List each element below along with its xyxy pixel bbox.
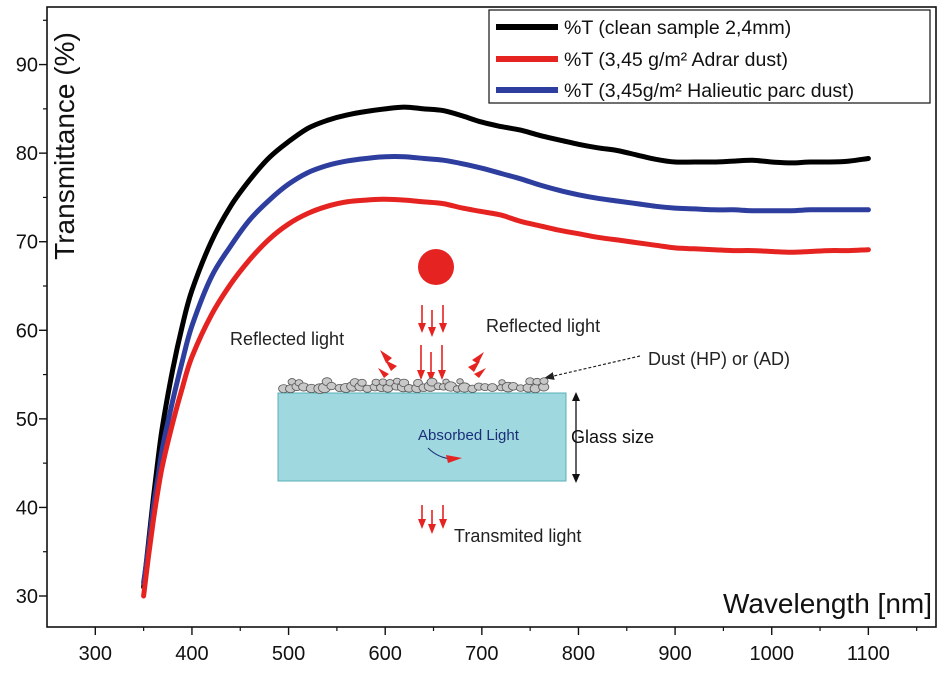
glass-slab <box>277 392 567 482</box>
x-tick-label: 1000 <box>749 643 794 665</box>
dust-pointer-arrow <box>544 355 641 380</box>
legend-label-adrar: %T (3,45 g/m² Adrar dust) <box>564 49 788 71</box>
glass-size-arrowhead-top <box>572 392 580 401</box>
dust-label: Dust (HP) or (AD) <box>648 349 790 369</box>
dust-particle <box>357 378 367 387</box>
legend-box <box>488 9 931 104</box>
x-tick-label: 500 <box>272 643 305 665</box>
axis-ticks: 300 400 500 600 700 800 900 1000 1100 30 40 50 60 70 8… <box>16 19 918 665</box>
x-tick-label: 800 <box>562 643 595 665</box>
inset-diagram: Reflected light Reflected light Dust (HP… <box>230 249 790 546</box>
dust-particle <box>426 377 438 387</box>
y-axis-label: Transmittance (%) <box>49 32 80 260</box>
series-line-halieutic <box>141 153 871 586</box>
absorbed-light-arrowhead <box>446 455 462 463</box>
legend: %T (clean sample 2,4mm) %T (3,45 g/m² Ad… <box>488 9 931 104</box>
reflected-light-right-label: Reflected light <box>486 316 600 336</box>
sun-icon <box>418 249 454 285</box>
legend-label-clean: %T (clean sample 2,4mm) <box>564 17 791 39</box>
x-tick-label: 1100 <box>847 643 890 665</box>
x-tick-label: 600 <box>369 643 402 665</box>
legend-label-halieutic: %T (3,45g/m² Halieutic parc dust) <box>564 80 854 102</box>
y-tick-label: 80 <box>16 143 38 165</box>
x-tick-label: 900 <box>658 643 691 665</box>
glass-size-label: Glass size <box>571 427 654 447</box>
dust-particle <box>487 383 498 392</box>
y-tick-label: 30 <box>16 586 38 608</box>
dust-particle <box>326 381 337 391</box>
x-tick-label: 700 <box>465 643 498 665</box>
series-line-adrar <box>141 196 871 599</box>
series-lines <box>141 104 871 599</box>
reflected-light-arrows <box>378 350 486 378</box>
y-tick-label: 90 <box>16 55 38 77</box>
transmitted-light-label: Transmited light <box>454 526 581 546</box>
x-tick-label: 300 <box>79 643 112 665</box>
series-line-clean <box>141 104 871 590</box>
x-tick-label: 400 <box>175 643 208 665</box>
y-tick-label: 70 <box>16 232 38 254</box>
incident-light-arrows <box>417 305 447 382</box>
y-tick-label: 40 <box>16 497 38 519</box>
dust-particles <box>278 377 550 394</box>
absorbed-light-label: Absorbed Light <box>418 427 520 444</box>
reflected-light-left-label: Reflected light <box>230 329 344 349</box>
y-tick-label: 60 <box>16 320 38 342</box>
glass-size-arrowhead-bottom <box>572 474 580 483</box>
y-tick-label: 50 <box>16 409 38 431</box>
transmitted-light-arrows <box>418 505 447 534</box>
x-axis-label: Wavelength [nm] <box>723 588 932 619</box>
dust-particle <box>539 377 549 385</box>
plot-frame <box>46 6 937 628</box>
